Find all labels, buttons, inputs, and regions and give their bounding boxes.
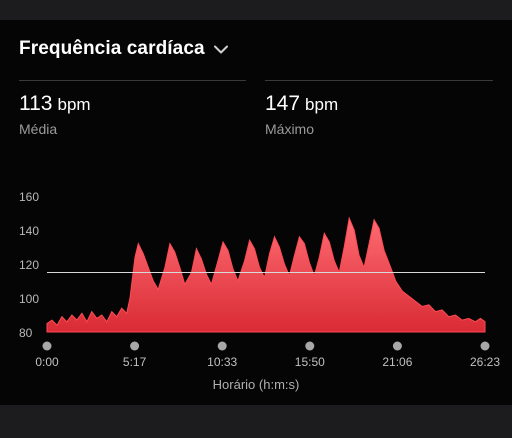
y-tick-label: 120 [19, 258, 39, 272]
x-tick-label: 21:06 [382, 355, 412, 369]
y-tick-label: 80 [19, 326, 33, 340]
x-tick-label: 10:33 [207, 355, 237, 369]
average-unit: bpm [57, 95, 91, 114]
average-value: 113 [19, 92, 53, 115]
maximum-value: 147 [265, 92, 301, 115]
x-tick-label: 5:17 [123, 355, 147, 369]
maximum-label: Máximo [265, 121, 315, 137]
heart-rate-dropdown[interactable]: Frequência cardíaca [19, 38, 228, 60]
x-tick-dot [305, 341, 315, 351]
card-title: Frequência cardíaca [19, 38, 205, 59]
x-tick-label: 15:50 [295, 355, 325, 369]
y-tick-label: 160 [19, 190, 39, 204]
divider-right [265, 80, 493, 81]
x-tick-dot [480, 341, 490, 351]
maximum-unit: bpm [305, 95, 339, 114]
y-tick-label: 140 [19, 224, 39, 238]
heart-rate-card [0, 20, 512, 405]
divider-left [19, 80, 246, 81]
y-tick-label: 100 [19, 292, 39, 306]
x-tick-dot [130, 341, 140, 351]
x-tick-dot [42, 341, 52, 351]
stat-average: 113 bpm Média [19, 92, 91, 137]
x-tick-label: 26:23 [470, 355, 500, 369]
average-label: Média [19, 121, 58, 137]
x-tick-dot [392, 341, 402, 351]
x-axis-title: Horário (h:m:s) [212, 377, 300, 392]
chevron-down-icon [213, 41, 228, 59]
top-panel-edge [0, 0, 512, 20]
heart-rate-area [46, 216, 486, 333]
bottom-panel-edge [0, 405, 512, 438]
x-tick-label: 0:00 [35, 355, 59, 369]
stat-maximum: 147 bpm Máximo [265, 92, 338, 137]
x-tick-dot [217, 341, 227, 351]
